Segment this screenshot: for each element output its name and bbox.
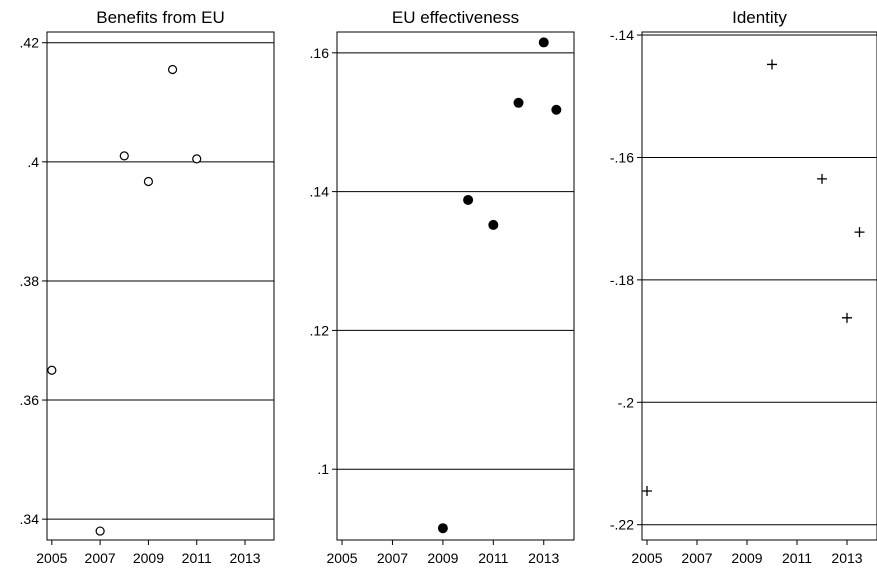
x-tick-label: 2009 xyxy=(427,550,458,566)
data-point xyxy=(47,365,57,375)
data-point xyxy=(538,37,549,48)
x-tick-label: 2011 xyxy=(782,550,812,566)
y-tick-label: .16 xyxy=(310,45,330,61)
plot-frame xyxy=(641,31,877,541)
x-tick-label: 2007 xyxy=(681,550,712,566)
panel-title: EU effectiveness xyxy=(392,8,519,27)
panel-1: Benefits from EU .34 .36 .38 .4 .42 2005 2007 20… xyxy=(20,8,275,566)
data-point xyxy=(95,526,105,536)
data-point xyxy=(842,312,852,323)
x-tick-label: 2013 xyxy=(831,550,862,566)
data-point xyxy=(119,151,129,161)
x-tick-label: 2005 xyxy=(631,550,662,566)
panel-title: Benefits from EU xyxy=(96,8,225,27)
x-tick-label: 2005 xyxy=(326,550,357,566)
data-point xyxy=(437,523,448,534)
data-point xyxy=(488,219,499,230)
data-point xyxy=(167,64,178,75)
data-point xyxy=(513,97,524,108)
panel-3: Identity -.22 -.2 -.18 -.16 -.14 2005 2007 2009 2… xyxy=(610,8,877,566)
y-tick-label: .12 xyxy=(310,322,330,338)
y-tick-label: -.2 xyxy=(618,394,635,410)
data-point xyxy=(642,486,652,497)
plot-frame xyxy=(336,31,575,541)
data-point xyxy=(551,104,562,115)
y-tick-label: -.18 xyxy=(610,272,634,288)
y-tick-label: .42 xyxy=(20,35,40,51)
data-point xyxy=(854,227,865,238)
x-tick-label: 2013 xyxy=(229,550,260,566)
data-point xyxy=(767,59,777,70)
y-tick-label: .4 xyxy=(27,154,39,170)
x-tick-label: 2011 xyxy=(182,550,212,566)
x-tick-label: 2009 xyxy=(133,550,164,566)
plot-frame xyxy=(46,31,275,541)
x-tick-label: 2007 xyxy=(85,550,116,566)
y-tick-label: -.22 xyxy=(610,517,634,533)
y-tick-label: .38 xyxy=(20,273,40,289)
panel-title: Identity xyxy=(732,8,787,27)
data-point xyxy=(463,194,474,205)
panel-2: EU effectiveness .1 .12 .14 .16 2005 2007 2009 2… xyxy=(310,8,575,566)
data-point xyxy=(817,173,827,184)
y-tick-label: .36 xyxy=(20,392,40,408)
data-point xyxy=(192,154,202,164)
y-tick-label: .1 xyxy=(317,461,329,477)
x-tick-label: 2013 xyxy=(528,550,559,566)
x-tick-label: 2011 xyxy=(478,550,508,566)
x-tick-label: 2007 xyxy=(377,550,408,566)
data-point xyxy=(143,176,154,187)
y-tick-label: -.14 xyxy=(610,27,634,43)
y-tick-label: .34 xyxy=(20,511,40,527)
x-tick-label: 2009 xyxy=(731,550,762,566)
y-tick-label: -.16 xyxy=(610,149,634,165)
y-tick-label: .14 xyxy=(310,184,330,200)
x-tick-label: 2005 xyxy=(36,550,67,566)
